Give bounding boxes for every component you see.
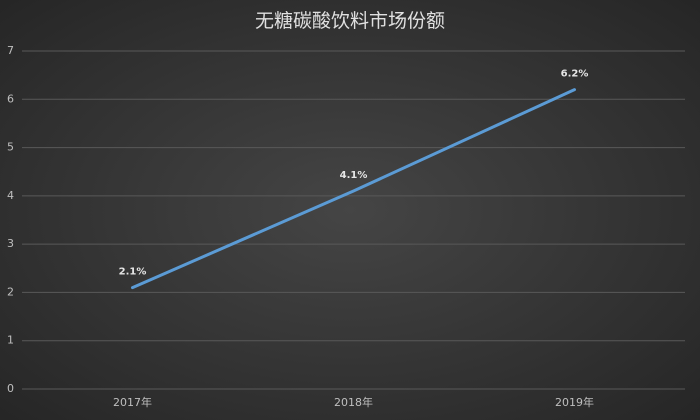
y-tick-label: 7 [7,44,14,57]
x-tick-label: 2017年 [113,395,152,409]
y-tick-label: 0 [7,382,14,395]
value-label: 2.1% [119,267,147,278]
line [131,88,576,290]
x-tick-label: 2019年 [555,395,594,409]
y-tick-label: 6 [7,92,14,105]
y-tick-label: 2 [7,285,14,298]
value-label: 6.2% [561,69,589,80]
y-tick-label: 3 [7,237,14,250]
chart-title: 无糖碳酸饮料市场份额 [255,10,445,32]
y-tick-label: 4 [7,189,14,202]
y-tick-label: 1 [7,334,14,347]
y-tick-label: 5 [7,141,14,154]
value-label: 4.1% [340,170,368,181]
x-tick-label: 2018年 [334,395,373,409]
